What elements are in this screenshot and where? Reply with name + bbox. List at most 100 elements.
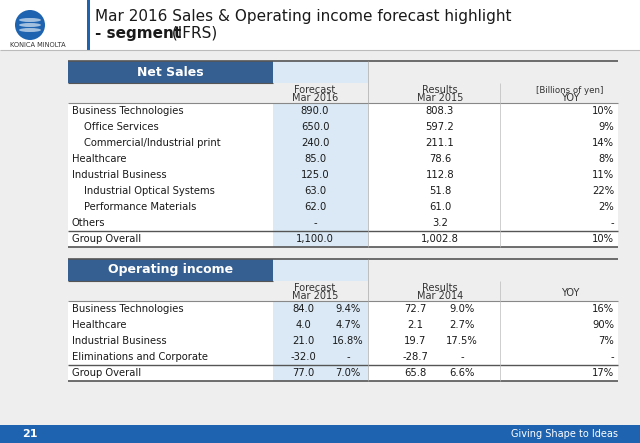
Text: 16.8%: 16.8%: [332, 336, 364, 346]
Text: Operating income: Operating income: [108, 264, 233, 276]
Text: Mar 2015: Mar 2015: [292, 291, 338, 301]
Text: 85.0: 85.0: [304, 154, 326, 164]
Bar: [368, 103, 618, 247]
Bar: [68, 259, 273, 281]
Text: 3.2: 3.2: [432, 218, 448, 228]
Ellipse shape: [19, 28, 41, 32]
Bar: [0, 425, 640, 443]
Text: 14%: 14%: [592, 138, 614, 148]
Text: Commercial/Industrial print: Commercial/Industrial print: [84, 138, 221, 148]
Bar: [273, 259, 368, 281]
Text: 11%: 11%: [592, 170, 614, 180]
Text: 51.8: 51.8: [429, 186, 451, 196]
Text: 650.0: 650.0: [301, 122, 329, 132]
Text: 9%: 9%: [598, 122, 614, 132]
Bar: [68, 103, 273, 247]
Text: -: -: [460, 352, 464, 362]
Text: Mar 2014: Mar 2014: [417, 291, 463, 301]
Text: 2.1: 2.1: [407, 320, 423, 330]
Text: YOY: YOY: [561, 93, 579, 103]
Bar: [68, 61, 273, 83]
Text: Mar 2015: Mar 2015: [417, 93, 463, 103]
Bar: [273, 103, 368, 247]
Text: 9.0%: 9.0%: [449, 304, 475, 314]
Text: Mar 2016 Sales & Operating income forecast highlight: Mar 2016 Sales & Operating income foreca…: [95, 8, 511, 23]
Bar: [273, 61, 368, 83]
Text: -: -: [346, 352, 350, 362]
Text: Performance Materials: Performance Materials: [84, 202, 196, 212]
Bar: [68, 301, 273, 381]
Text: KONICA MINOLTA: KONICA MINOLTA: [10, 42, 66, 48]
Text: Forecast: Forecast: [294, 283, 335, 293]
Text: 4.0: 4.0: [295, 320, 311, 330]
Text: 19.7: 19.7: [404, 336, 426, 346]
Text: 6.6%: 6.6%: [449, 368, 475, 378]
Ellipse shape: [19, 18, 41, 22]
Text: Industrial Business: Industrial Business: [72, 336, 166, 346]
Text: Business Technologies: Business Technologies: [72, 304, 184, 314]
Bar: [0, 50, 640, 425]
Text: Healthcare: Healthcare: [72, 320, 127, 330]
Bar: [368, 301, 618, 381]
Text: - segment: - segment: [95, 26, 181, 40]
Text: 9.4%: 9.4%: [335, 304, 360, 314]
Text: 65.8: 65.8: [404, 368, 426, 378]
Text: Forecast: Forecast: [294, 85, 335, 95]
Text: 78.6: 78.6: [429, 154, 451, 164]
Text: 84.0: 84.0: [292, 304, 314, 314]
Circle shape: [15, 10, 45, 40]
Text: 90%: 90%: [592, 320, 614, 330]
Text: Group Overall: Group Overall: [72, 234, 141, 244]
Text: Eliminations and Corporate: Eliminations and Corporate: [72, 352, 208, 362]
Bar: [273, 301, 368, 381]
Text: 16%: 16%: [592, 304, 614, 314]
Bar: [0, 0, 87, 50]
Text: -32.0: -32.0: [290, 352, 316, 362]
Text: 61.0: 61.0: [429, 202, 451, 212]
Text: -: -: [313, 218, 317, 228]
Text: (IFRS): (IFRS): [167, 26, 217, 40]
Text: 17.5%: 17.5%: [446, 336, 478, 346]
Text: 597.2: 597.2: [426, 122, 454, 132]
Text: 21: 21: [22, 429, 38, 439]
Text: Office Services: Office Services: [84, 122, 159, 132]
Text: Healthcare: Healthcare: [72, 154, 127, 164]
Text: Industrial Business: Industrial Business: [72, 170, 166, 180]
Text: 72.7: 72.7: [404, 304, 426, 314]
Text: 1,002.8: 1,002.8: [421, 234, 459, 244]
Text: Giving Shape to Ideas: Giving Shape to Ideas: [511, 429, 618, 439]
Text: 62.0: 62.0: [304, 202, 326, 212]
Text: 7.0%: 7.0%: [335, 368, 360, 378]
Text: 2.7%: 2.7%: [449, 320, 475, 330]
Text: 21.0: 21.0: [292, 336, 314, 346]
Text: 1,100.0: 1,100.0: [296, 234, 334, 244]
Text: 8%: 8%: [598, 154, 614, 164]
Text: 112.8: 112.8: [426, 170, 454, 180]
Text: 22%: 22%: [592, 186, 614, 196]
Text: 10%: 10%: [592, 106, 614, 116]
Text: 2%: 2%: [598, 202, 614, 212]
Text: 4.7%: 4.7%: [335, 320, 360, 330]
Text: 125.0: 125.0: [301, 170, 330, 180]
Text: 10%: 10%: [592, 234, 614, 244]
Text: 890.0: 890.0: [301, 106, 329, 116]
Text: Group Overall: Group Overall: [72, 368, 141, 378]
Text: Others: Others: [72, 218, 106, 228]
Text: YOY: YOY: [561, 288, 579, 298]
Text: -: -: [611, 352, 614, 362]
Text: 7%: 7%: [598, 336, 614, 346]
Text: Industrial Optical Systems: Industrial Optical Systems: [84, 186, 215, 196]
Text: -28.7: -28.7: [402, 352, 428, 362]
Bar: [0, 0, 640, 50]
Text: Mar 2016: Mar 2016: [292, 93, 338, 103]
Text: 77.0: 77.0: [292, 368, 314, 378]
Text: 17%: 17%: [592, 368, 614, 378]
Text: -: -: [611, 218, 614, 228]
Text: Results: Results: [422, 85, 458, 95]
Ellipse shape: [19, 23, 41, 27]
Text: Net Sales: Net Sales: [137, 66, 204, 78]
Text: 240.0: 240.0: [301, 138, 329, 148]
Text: 63.0: 63.0: [304, 186, 326, 196]
Text: 808.3: 808.3: [426, 106, 454, 116]
Text: Business Technologies: Business Technologies: [72, 106, 184, 116]
